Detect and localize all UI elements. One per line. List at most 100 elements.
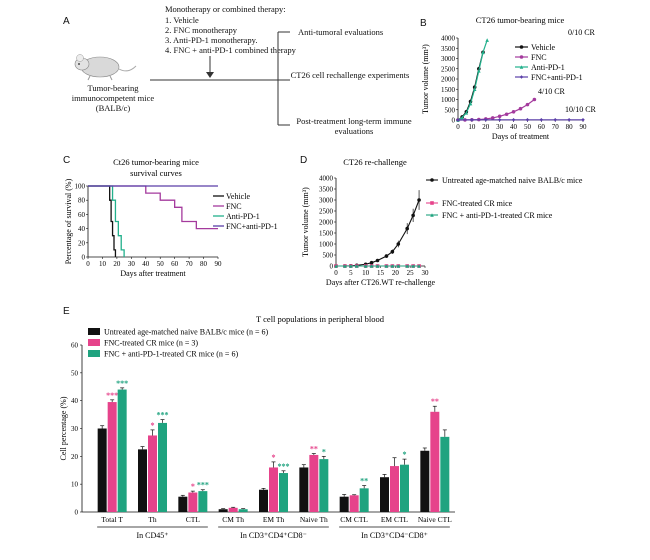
c-y-tick-label: 0 xyxy=(82,254,86,262)
b-x-tick-label: 30 xyxy=(496,123,504,131)
b-y-tick-label: 1500 xyxy=(441,86,456,94)
d-y-tick-label: 1000 xyxy=(319,241,334,249)
c-line-vehicle xyxy=(88,185,117,257)
e-bar-combo_cr xyxy=(359,488,369,512)
e-sig-combo_cr: * xyxy=(322,447,326,456)
b-point-combo xyxy=(470,118,474,122)
c-subtitle: survival curves xyxy=(130,168,182,178)
b-y-tick-label: 3500 xyxy=(441,45,456,53)
e-legend-swatch-fnc_cr xyxy=(88,339,100,346)
e-bar-combo_cr xyxy=(238,509,248,512)
e-x-tick-label: Naive Th xyxy=(300,515,328,524)
b-point-antipd1 xyxy=(485,38,489,42)
panel-c-letter: C xyxy=(63,155,71,166)
e-sig-combo_cr: *** xyxy=(197,481,209,490)
c-x-tick-label: 10 xyxy=(99,260,107,268)
d-y-tick-label: 3500 xyxy=(319,186,334,194)
d-y-tick-label: 4000 xyxy=(319,175,334,183)
e-y-tick-label: 60 xyxy=(71,342,79,350)
e-sig-fnc_cr: *** xyxy=(106,391,118,400)
b-legend-antipd1: Anti-PD-1 xyxy=(531,63,565,72)
d-point-combo_cr xyxy=(334,264,338,268)
c-y-label: Percentage of survival (%) xyxy=(64,178,73,264)
c-x-tick-label: 60 xyxy=(171,260,179,268)
d-y-label: Tumor volume (mm³) xyxy=(301,187,310,257)
d-point-combo_cr xyxy=(411,264,415,268)
therapy-4: 4. FNC + anti-PD-1 combined therapy xyxy=(165,45,296,55)
b-point-fnc xyxy=(490,116,495,120)
therapy-header: Monotherapy or combined therapy: xyxy=(165,4,286,14)
c-x-tick-label: 80 xyxy=(200,260,208,268)
b-x-tick-label: 50 xyxy=(524,123,532,131)
d-x-label: Days after CT26.WT re-challenge xyxy=(326,278,436,287)
d-x-tick-label: 10 xyxy=(362,269,370,277)
b-legend-marker-vehicle xyxy=(519,45,524,49)
b-legend-combo: FNC+anti-PD-1 xyxy=(531,73,583,82)
evaluation-3: Post-treatment long-term immune evaluati… xyxy=(296,116,412,136)
b-y-tick-label: 3000 xyxy=(441,55,456,63)
e-y-tick-label: 20 xyxy=(71,453,79,461)
c-line-antipd1 xyxy=(88,185,125,257)
c-x-label: Days after treatment xyxy=(120,269,186,278)
e-legend-fnc_cr: FNC-treated CR mice (n = 3) xyxy=(104,339,198,348)
e-group-label-2: In CD3⁺CD4⁻CD8⁺ xyxy=(361,531,428,540)
e-sig-fnc_cr: * xyxy=(272,453,276,462)
d-point-combo_cr xyxy=(405,264,409,268)
e-bar-fnc_cr xyxy=(390,466,399,512)
b-point-fnc xyxy=(525,102,530,107)
d-y-tick-label: 2000 xyxy=(319,219,334,227)
b-point-fnc xyxy=(497,114,502,119)
panel-e-letter: E xyxy=(63,306,70,317)
d-point-naive xyxy=(384,254,389,258)
d-x-tick-label: 0 xyxy=(334,269,338,277)
b-point-fnc xyxy=(511,110,516,114)
e-bar-naive xyxy=(178,496,188,512)
b-y-tick-label: 1000 xyxy=(441,96,456,104)
c-x-tick-label: 40 xyxy=(142,260,150,268)
c-line-fnc xyxy=(88,185,218,230)
b-x-tick-label: 0 xyxy=(456,123,460,131)
b-point-antipd1 xyxy=(472,87,477,92)
e-sig-combo_cr: *** xyxy=(278,462,290,471)
e-bar-combo_cr xyxy=(198,491,208,512)
therapy-2: 2. FNC monotherapy xyxy=(165,25,238,35)
e-bar-fnc_cr xyxy=(349,495,359,512)
b-point-fnc xyxy=(532,97,537,102)
e-bar-fnc_cr xyxy=(148,435,157,512)
e-group-label-0: In CD45⁺ xyxy=(137,531,169,540)
c-x-tick-label: 70 xyxy=(186,260,194,268)
e-sig-fnc_cr: ** xyxy=(431,397,439,406)
c-legend-vehicle: Vehicle xyxy=(226,192,250,201)
e-sig-combo_cr: *** xyxy=(116,379,128,388)
e-bar-combo_cr xyxy=(117,389,127,512)
e-x-tick-label: Total T xyxy=(101,515,123,524)
b-legend-vehicle: Vehicle xyxy=(531,43,555,52)
d-x-tick-label: 20 xyxy=(392,269,400,277)
e-bar-naive xyxy=(259,489,268,512)
c-x-tick-label: 90 xyxy=(215,260,223,268)
e-bar-combo_cr xyxy=(440,436,450,512)
therapy-1: 1. Vehicle xyxy=(165,15,199,25)
e-legend-swatch-combo_cr xyxy=(88,350,100,357)
e-group-label-1: In CD3⁺CD4⁺CD8⁻ xyxy=(240,531,307,540)
e-sig-fnc_cr: * xyxy=(191,482,195,491)
d-point-naive xyxy=(396,242,401,246)
b-x-tick-label: 10 xyxy=(468,123,476,131)
e-y-label: Cell percentage (%) xyxy=(59,396,68,460)
e-bar-naive xyxy=(138,449,147,512)
e-y-tick-label: 0 xyxy=(75,509,79,517)
b-annotation-combo: 10/10 CR xyxy=(565,105,597,114)
d-point-combo_cr xyxy=(369,264,374,268)
e-x-tick-label: CTL xyxy=(186,515,201,524)
e-bar-fnc_cr xyxy=(188,492,198,512)
d-x-tick-label: 15 xyxy=(377,269,385,277)
b-y-tick-label: 0 xyxy=(452,117,456,125)
e-bar-naive xyxy=(97,428,107,512)
d-point-combo_cr xyxy=(384,264,389,268)
d-legend-marker-naive xyxy=(430,178,434,182)
d-point-combo_cr xyxy=(396,264,401,268)
b-point-combo xyxy=(456,118,460,122)
c-x-tick-label: 0 xyxy=(86,260,90,268)
panel-b-letter: B xyxy=(420,18,427,29)
b-x-tick-label: 20 xyxy=(482,123,490,131)
